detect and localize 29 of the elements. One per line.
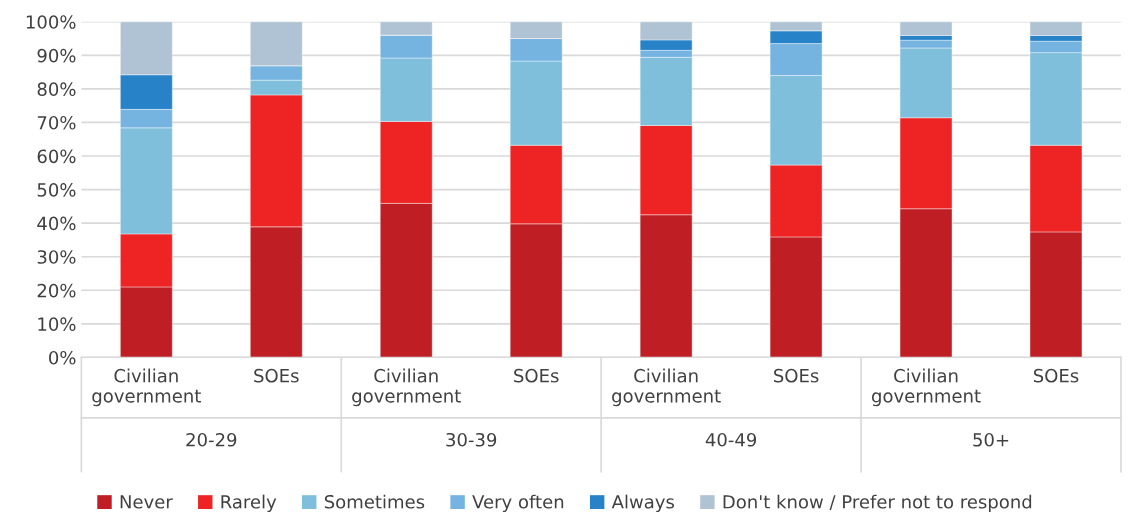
x-tick-label: SOEs: [774, 368, 819, 383]
y-tick-label: 70%: [37, 115, 76, 130]
legend-label: Don't know / Prefer not to respond: [723, 494, 1032, 513]
legend-label: Rarely: [221, 494, 277, 513]
y-tick-label: 100%: [26, 15, 76, 29]
x-tick-label: Civilian government: [92, 368, 201, 407]
x-tick-label: SOEs: [1033, 368, 1079, 383]
legend-label: Always: [611, 494, 675, 513]
x-tick-label: Civilian government: [612, 368, 721, 407]
y-tick-label: 90%: [37, 48, 76, 63]
text: 20-29: [186, 432, 237, 447]
x-tick-label: Civilian government: [871, 368, 981, 407]
y-tick-label: 30%: [37, 250, 76, 264]
legend-label: Never: [120, 495, 173, 509]
legend-label: Sometimes: [324, 494, 425, 509]
y-tick-label: 80%: [37, 82, 76, 97]
x-tick-label: Civilian government: [352, 368, 461, 407]
text: 50+: [973, 432, 1009, 447]
y-tick-label: 50%: [37, 183, 76, 197]
legend-label: Very often: [472, 494, 564, 513]
x-tick-label: SOEs: [514, 368, 559, 383]
y-tick-label: 40%: [37, 216, 76, 231]
x-tick-label: SOEs: [254, 368, 299, 383]
y-tick-label: 60%: [37, 149, 76, 164]
y-tick-label: 0%: [49, 350, 76, 365]
y-tick-label: 20%: [37, 283, 76, 298]
y-tick-label: 10%: [38, 317, 76, 331]
text: 40-49: [705, 432, 757, 447]
text: 30-39: [446, 432, 497, 447]
